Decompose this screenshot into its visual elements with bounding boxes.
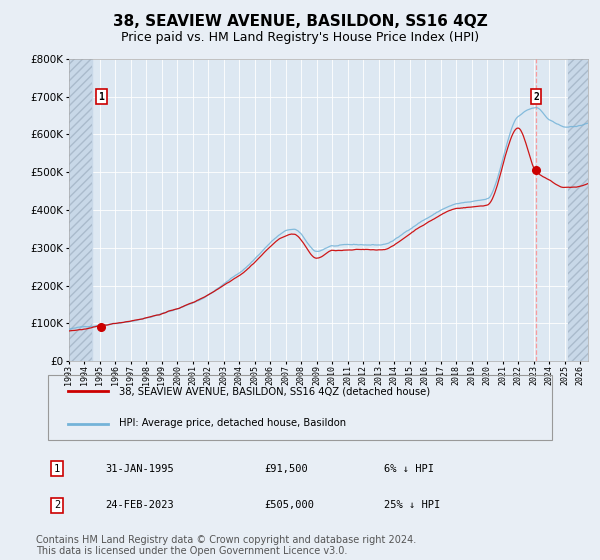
Text: HPI: Average price, detached house, Basildon: HPI: Average price, detached house, Basi…	[119, 418, 346, 428]
Text: 2: 2	[533, 92, 539, 101]
Text: 2: 2	[54, 500, 60, 510]
Text: 6% ↓ HPI: 6% ↓ HPI	[384, 464, 434, 474]
Bar	[69, 59, 92, 361]
Text: £505,000: £505,000	[264, 500, 314, 510]
Text: 38, SEAVIEW AVENUE, BASILDON, SS16 4QZ (detached house): 38, SEAVIEW AVENUE, BASILDON, SS16 4QZ (…	[119, 386, 430, 396]
Bar	[568, 59, 588, 361]
Text: 38, SEAVIEW AVENUE, BASILDON, SS16 4QZ: 38, SEAVIEW AVENUE, BASILDON, SS16 4QZ	[113, 14, 487, 29]
Text: Contains HM Land Registry data © Crown copyright and database right 2024.
This d: Contains HM Land Registry data © Crown c…	[36, 535, 416, 557]
Text: 31-JAN-1995: 31-JAN-1995	[105, 464, 174, 474]
Text: 25% ↓ HPI: 25% ↓ HPI	[384, 500, 440, 510]
Bar	[568, 59, 588, 361]
Text: £91,500: £91,500	[264, 464, 308, 474]
Text: 1: 1	[98, 92, 104, 101]
Text: Price paid vs. HM Land Registry's House Price Index (HPI): Price paid vs. HM Land Registry's House …	[121, 31, 479, 44]
Text: 1: 1	[54, 464, 60, 474]
Bar	[69, 59, 92, 361]
Text: 24-FEB-2023: 24-FEB-2023	[105, 500, 174, 510]
